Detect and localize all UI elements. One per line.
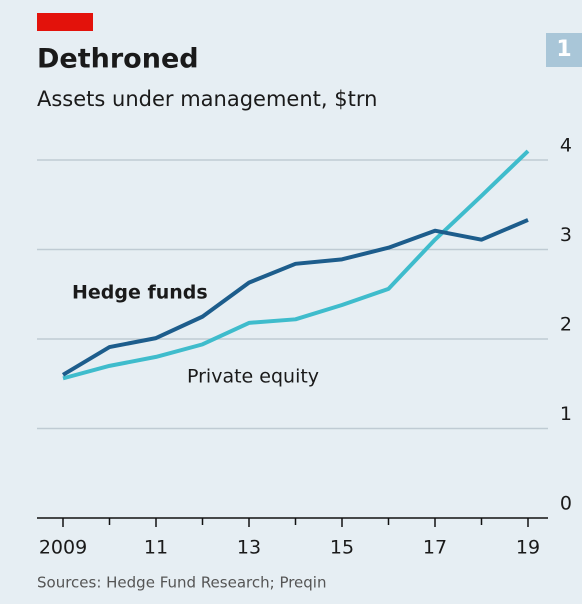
red-tag [37,13,93,31]
chart-title: Dethroned [37,44,199,75]
x-tick-label: 11 [144,537,168,559]
y-tick-label: 0 [560,493,572,515]
x-tick-label: 19 [516,537,540,559]
badge-box [546,33,582,67]
series-label: Private equity [187,366,319,388]
series-line [62,149,530,381]
source: Sources: Hedge Fund Research; Preqin [37,574,326,592]
x-tick-label: 2009 [39,537,87,559]
y-tick-label: 1 [560,403,572,425]
series-label: Hedge funds [72,282,208,304]
x-tick-label: 13 [237,537,261,559]
badge: 1 [556,37,571,62]
x-tick-label: 17 [423,537,447,559]
series-line [61,218,529,377]
y-tick-label: 3 [560,224,572,246]
chart-subtitle: Assets under management, $trn [37,87,377,111]
y-tick-label: 2 [560,314,572,336]
x-tick-label: 15 [330,537,354,559]
y-tick-label: 4 [560,135,572,157]
